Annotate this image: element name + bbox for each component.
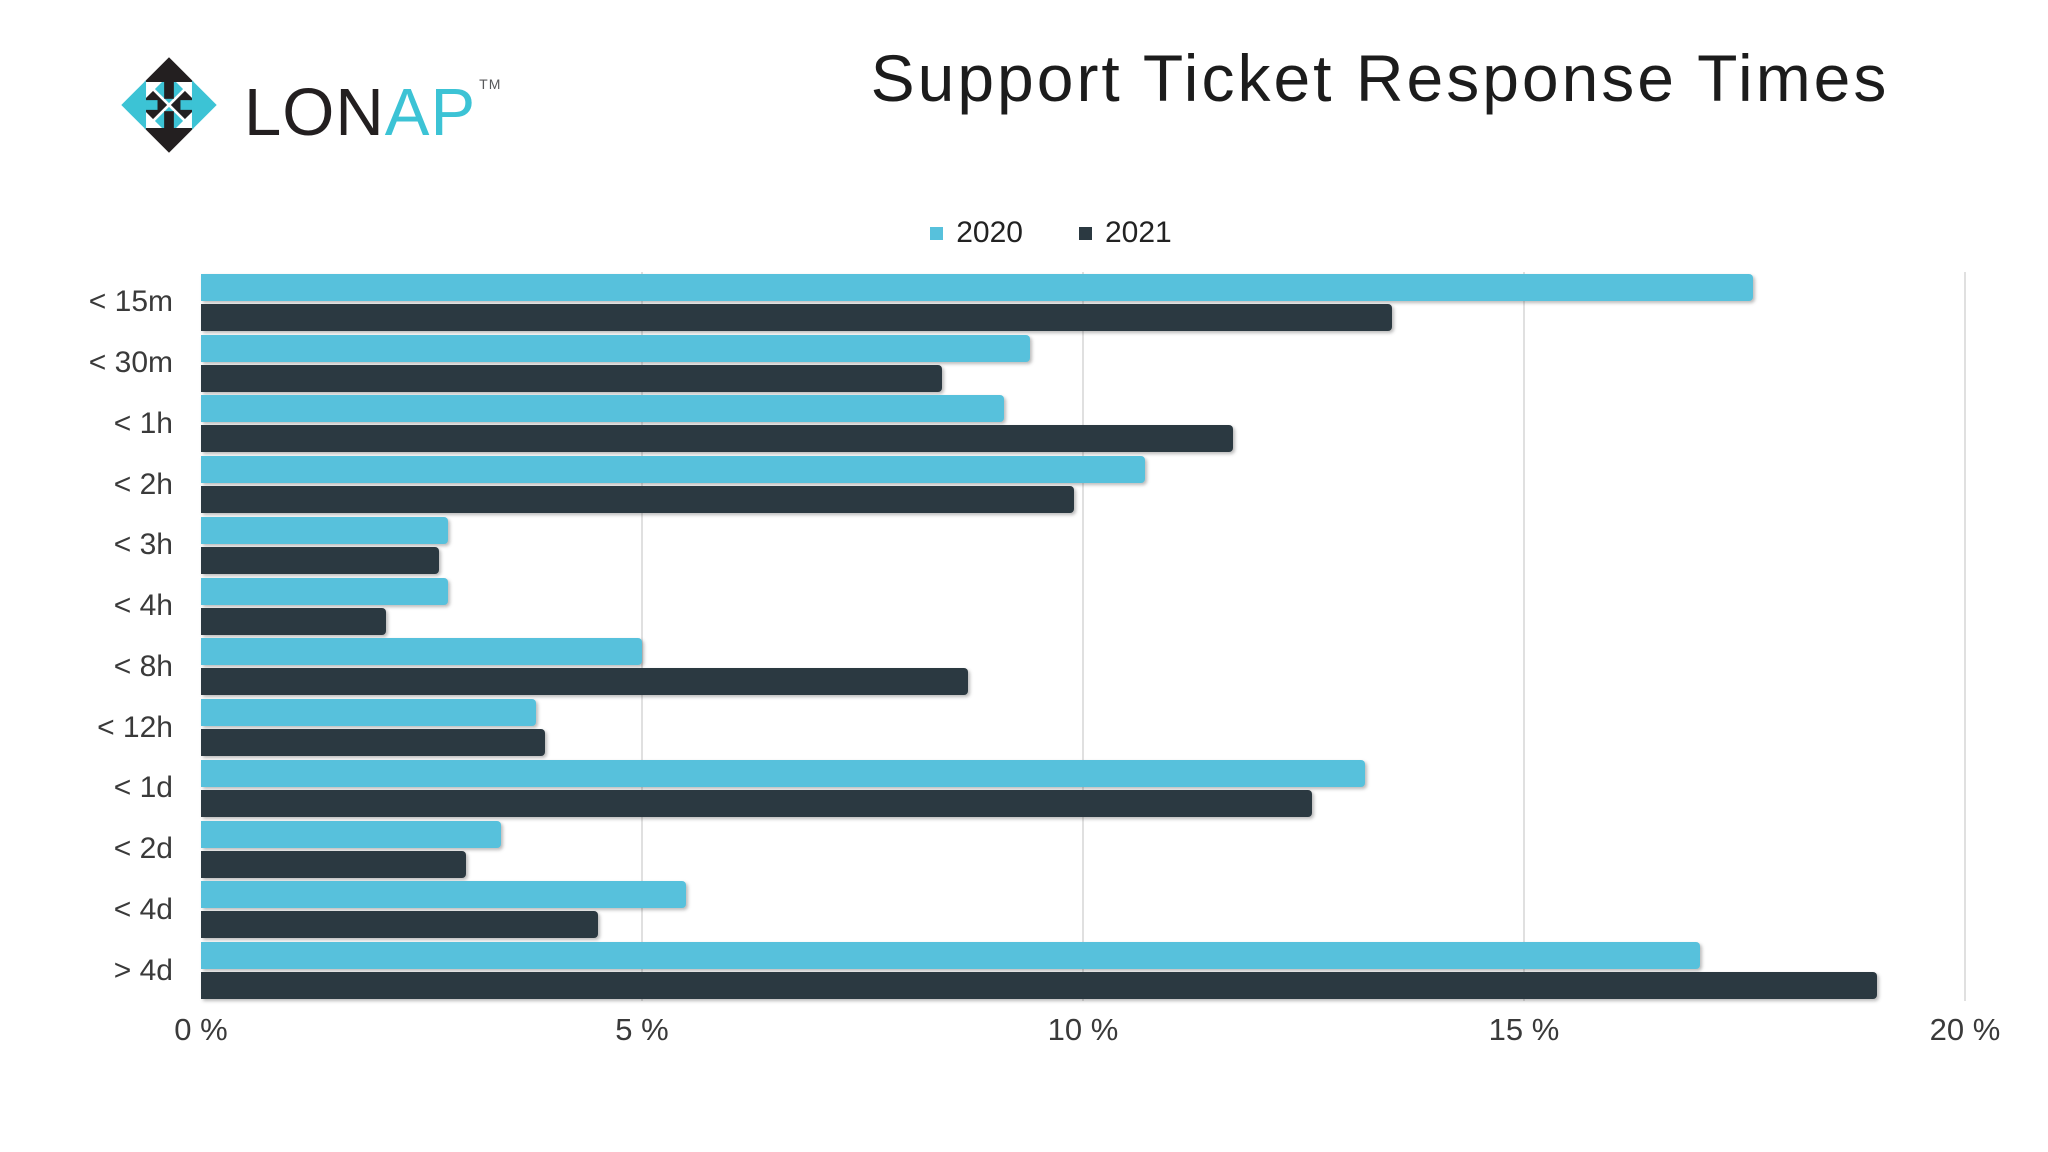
category-label: < 15m (88, 285, 173, 319)
bar-2020 (201, 334, 1031, 362)
x-tick-label: 20 % (1929, 1012, 2001, 1047)
bar-2020 (201, 759, 1366, 787)
category-row: < 3h (114, 515, 1965, 576)
category-label: > 4d (113, 953, 173, 987)
bar-2021 (201, 729, 545, 757)
category-label: < 2d (113, 832, 173, 866)
category-label: < 8h (113, 649, 173, 683)
category-row: < 12h (97, 697, 1965, 758)
legend-item-2021: 2021 (1079, 216, 1172, 250)
category-label: < 12h (97, 710, 173, 744)
bar-rows: < 15m < 30m < 1h < 2h < 3h < 4h < 8h < 12h < 1d <… (89, 272, 1965, 1001)
legend-label-2021: 2021 (1105, 216, 1172, 249)
bar-2020 (201, 638, 642, 666)
bar-2021 (201, 364, 942, 392)
legend-item-2020: 2020 (930, 216, 1023, 250)
category-row: < 8h (114, 637, 1965, 698)
x-tick-label: 15 % (1488, 1012, 1560, 1047)
category-label: < 4h (113, 589, 173, 623)
legend-swatch-2021 (1079, 226, 1092, 240)
category-label: < 4d (113, 892, 173, 926)
category-label: < 30m (88, 346, 173, 380)
legend: 2020 2021 (169, 216, 1933, 250)
legend-swatch-2020 (930, 226, 944, 240)
bar-2021 (201, 607, 387, 635)
category-row: < 1h (114, 394, 1965, 455)
trademark-symbol: TM (479, 75, 502, 92)
bar-2020 (201, 820, 501, 848)
plot-area: < 15m < 30m < 1h < 2h < 3h < 4h < 8h < 12h < 1d <… (89, 272, 1966, 1001)
category-row: < 4h (114, 576, 1965, 637)
x-tick-label: 10 % (1047, 1012, 1119, 1047)
bar-2021 (201, 972, 1877, 1000)
bar-2020 (201, 395, 1004, 423)
gridline-10 (1082, 272, 1084, 1001)
bar-2020 (201, 881, 687, 909)
bar-2020 (201, 456, 1145, 484)
category-row: < 2h (114, 454, 1965, 515)
bar-2020 (201, 516, 448, 544)
lonap-logo-icon (121, 57, 217, 153)
legend-label-2020: 2020 (956, 216, 1023, 249)
bar-2021 (201, 425, 1233, 453)
x-tick-label: 0 % (174, 1012, 228, 1047)
chart-title: Support Ticket Response Times (870, 41, 1890, 115)
bar-2021 (201, 303, 1392, 331)
bar-2021 (201, 789, 1313, 817)
bar-2021 (201, 486, 1075, 514)
bar-2020 (201, 699, 537, 727)
lonap-wordmark: LON AP TM (244, 65, 501, 146)
category-row: < 30m (89, 333, 1965, 394)
lonap-logo: LON AP TM (116, 52, 501, 158)
category-row: > 4d (114, 940, 1965, 1001)
category-label: < 1h (113, 406, 173, 440)
gridline-5 (641, 272, 643, 1001)
category-label: < 2h (113, 467, 173, 501)
bar-2021 (201, 546, 440, 574)
x-tick-label: 5 % (615, 1012, 669, 1047)
category-label: < 1d (113, 771, 173, 805)
bar-2020 (201, 942, 1701, 970)
x-axis: 0 % 5 % 10 % 15 % 20 % (174, 1012, 2000, 1056)
category-row: < 15m (89, 272, 1965, 333)
bar-2020 (201, 273, 1754, 301)
bar-2021 (201, 911, 598, 939)
gridline-20 (1964, 272, 1966, 1001)
category-row: < 4d (114, 880, 1965, 941)
bar-2020 (201, 577, 448, 605)
gridline-15 (1523, 272, 1525, 1001)
bar-2021 (201, 668, 969, 696)
category-row: < 2d (114, 819, 1965, 880)
category-row: < 1d (114, 758, 1965, 819)
wordmark-suffix: AP (384, 74, 477, 150)
wordmark-prefix: LON (244, 74, 385, 150)
category-label: < 3h (113, 528, 173, 562)
bar-2021 (201, 850, 466, 878)
